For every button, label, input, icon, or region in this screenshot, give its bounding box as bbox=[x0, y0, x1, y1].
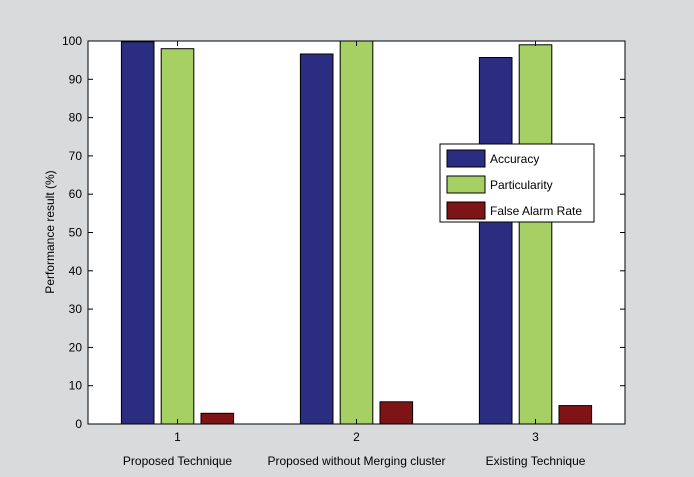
legend-swatch-accuracy bbox=[446, 149, 486, 168]
x-tick-label-2: 2 bbox=[353, 430, 360, 444]
y-tick-label-50: 50 bbox=[69, 226, 83, 240]
bar-particularity-2 bbox=[339, 40, 374, 425]
y-tick-label-40: 40 bbox=[69, 264, 83, 278]
bar-false-alarm-rate-1 bbox=[200, 412, 235, 425]
y-tick-label-70: 70 bbox=[69, 149, 83, 163]
x-category-sublabel-1: Proposed Technique bbox=[123, 454, 233, 468]
bar-false-alarm-rate-2 bbox=[379, 401, 414, 425]
bar-false-alarm-rate-3 bbox=[558, 405, 593, 425]
y-axis-label: Performance result (%) bbox=[43, 170, 57, 293]
legend-swatch-particularity bbox=[446, 175, 486, 194]
legend-label-accuracy: Accuracy bbox=[490, 152, 539, 166]
x-tick-label-1: 1 bbox=[174, 430, 181, 444]
y-tick-label-80: 80 bbox=[69, 111, 83, 125]
legend-label-false-alarm-rate: False Alarm Rate bbox=[490, 204, 582, 218]
y-tick-label-10: 10 bbox=[69, 379, 83, 393]
y-tick-label-30: 30 bbox=[69, 302, 83, 316]
bar-particularity-3 bbox=[518, 44, 553, 425]
x-category-sublabel-3: Existing Technique bbox=[486, 454, 586, 468]
y-tick-label-90: 90 bbox=[69, 72, 83, 86]
bar-accuracy-3 bbox=[478, 57, 513, 425]
y-tick-label-100: 100 bbox=[62, 34, 82, 48]
x-tick-label-3: 3 bbox=[532, 430, 539, 444]
legend-swatch-false-alarm-rate bbox=[446, 201, 486, 220]
legend-label-particularity: Particularity bbox=[490, 178, 553, 192]
x-category-sublabel-2: Proposed without Merging cluster bbox=[267, 454, 445, 468]
bar-accuracy-2 bbox=[299, 53, 334, 425]
y-tick-label-0: 0 bbox=[75, 417, 82, 431]
bar-particularity-1 bbox=[160, 48, 195, 425]
y-tick-label-60: 60 bbox=[69, 187, 83, 201]
y-tick-label-20: 20 bbox=[69, 340, 83, 354]
bar-accuracy-1 bbox=[120, 41, 155, 425]
